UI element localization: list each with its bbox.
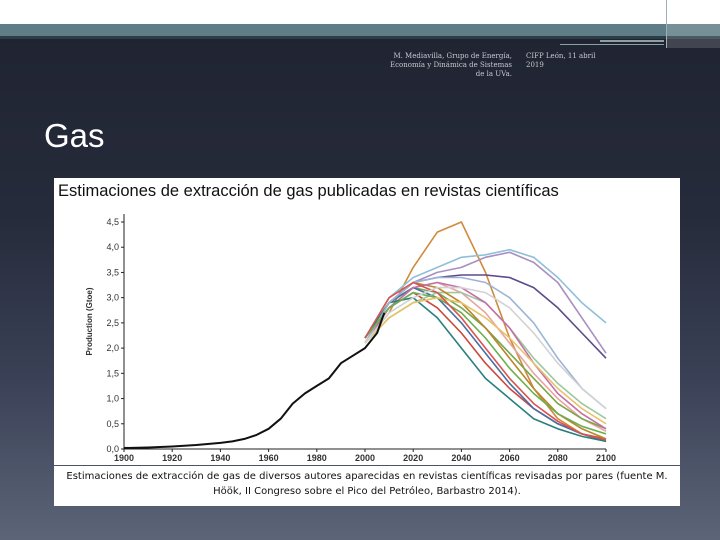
x-tick-label: 2100: [596, 453, 616, 463]
x-tick-label: 1940: [210, 453, 230, 463]
series-line: [364, 286, 607, 410]
x-tick-label: 1920: [162, 453, 182, 463]
top-white-strip: [0, 0, 720, 24]
deco-line-2: [560, 44, 664, 45]
series-line: [364, 291, 607, 420]
y-tick-label: 1,0: [106, 394, 119, 404]
x-tick-label: 1900: [114, 453, 134, 463]
series-line: [364, 276, 607, 410]
deco-line-1: [600, 40, 664, 42]
slide-title: Gas: [44, 117, 105, 154]
date-note: CIFP León, 11 abril 2019: [526, 52, 596, 69]
y-tick-label: 3,5: [106, 267, 119, 277]
gas-production-chart: 0,0 0,5 1,0 1,5 2,0 2,5 3,0 3,5 4,0 4,5 1900 1920 19…: [85, 214, 616, 463]
author-note: M. Mediavilla, Grupo de Energía, Economí…: [390, 52, 512, 78]
x-tick-label: 2080: [548, 453, 568, 463]
chart-figure: Estimaciones de extracción de gas public…: [54, 178, 680, 465]
series-line: [364, 248, 607, 339]
x-tick-label: 1960: [259, 453, 279, 463]
x-tick-label: 2040: [451, 453, 471, 463]
y-tick-label: 4,5: [106, 217, 119, 227]
chart-title: Estimaciones de extracción de gas public…: [58, 182, 559, 200]
top-accent-line: [0, 36, 720, 39]
y-tick-label: 4,0: [106, 242, 119, 252]
y-tick-label: 3,0: [106, 293, 119, 303]
y-tick-label: 2,5: [106, 318, 119, 328]
corner-decoration: [666, 0, 720, 48]
y-tick-label: 0,0: [106, 444, 119, 454]
series-line: [364, 281, 607, 430]
x-tick-label: 1980: [307, 453, 327, 463]
x-tick-label: 2020: [403, 453, 423, 463]
series-line: [364, 221, 607, 443]
historical-line: [123, 312, 386, 449]
y-axis-label: Production (Gtoe): [85, 287, 94, 355]
series-line: [364, 291, 607, 440]
x-tick-label: 2060: [500, 453, 520, 463]
figure-caption: Estimaciones de extracción de gas de div…: [54, 466, 680, 506]
series-line: [364, 281, 607, 441]
series-line: [364, 286, 607, 443]
top-accent-band: [0, 24, 720, 36]
series-line: [364, 296, 607, 443]
y-tick-label: 2,0: [106, 343, 119, 353]
y-tick-label: 1,5: [106, 368, 119, 378]
series-line: [364, 291, 607, 435]
x-tick-label: 2000: [355, 453, 375, 463]
series-line: [364, 296, 607, 425]
y-tick-label: 0,5: [106, 419, 119, 429]
